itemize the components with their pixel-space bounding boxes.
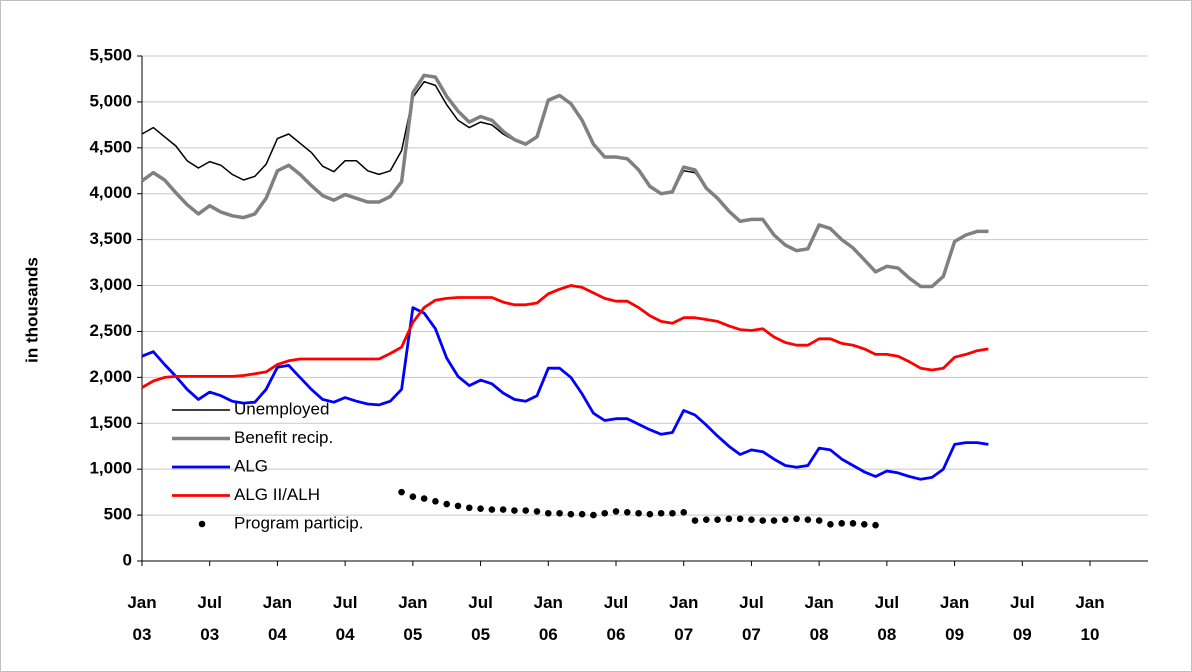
data-point [781,516,789,523]
y-tick-label: 2,000 [89,367,132,386]
data-point [759,517,767,524]
series-line [140,73,989,289]
x-tick-label: Jan 08 [804,593,833,644]
data-point [567,510,575,518]
x-tick-label: Jan 07 [669,593,698,644]
data-point [443,500,451,508]
data-point [578,510,586,518]
legend-marker [198,520,206,528]
data-point [601,509,609,517]
data-point [533,508,541,515]
y-tick-label: 4,000 [89,183,132,202]
y-tick-label: 4,500 [89,137,132,156]
legend-label: Program particip. [234,513,363,532]
series-line [141,284,989,389]
data-point [714,516,721,523]
data-point [454,502,462,510]
data-point [669,509,676,517]
y-tick-label: 0 [123,550,132,569]
y-tick-label: 1,500 [89,413,132,432]
data-point [838,520,846,527]
data-point [432,498,439,505]
legend-label: Unemployed [234,399,329,418]
legend-label: ALG [234,456,268,475]
x-tick-label: Jul 05 [468,593,493,644]
x-tick-label: Jul 06 [604,593,629,644]
y-tick-label: 3,500 [89,229,132,248]
data-point [499,506,507,513]
y-tick-label: 1,000 [89,459,132,478]
y-tick-label: 3,000 [89,275,132,294]
data-point [793,515,800,523]
data-point [511,507,518,514]
x-tick-label: Jan 03 [127,593,156,644]
data-point [680,509,688,516]
data-point [635,509,642,517]
data-point [409,493,417,501]
data-point [748,516,755,523]
legend-label: ALG II/ALH [234,485,320,504]
y-tick-label: 5,500 [89,45,132,64]
data-point [477,505,484,512]
data-point [860,520,868,528]
data-point [420,495,428,502]
data-point [725,515,733,523]
data-point [804,516,812,523]
x-tick-label: Jul 08 [875,593,900,644]
data-point [612,508,620,515]
data-point [872,521,879,529]
x-tick-label: Jul 09 [1010,593,1035,644]
y-tick-label: 5,000 [89,91,132,110]
y-axis-title: in thousands [22,257,41,363]
data-point [646,510,654,518]
x-tick-label: Jan 06 [534,593,563,644]
data-point [702,516,710,523]
x-tick-label: Jul 04 [333,593,358,644]
data-point [815,517,823,524]
legend-label: Benefit recip. [234,428,333,447]
data-point [556,509,563,517]
data-point [770,517,778,524]
x-tick-label: Jul 03 [197,593,222,644]
data-point [691,517,699,524]
x-tick-label: Jan 05 [398,593,427,644]
data-point [465,504,473,512]
series-line [141,306,989,481]
y-tick-label: 2,500 [89,321,132,340]
data-point [623,509,631,516]
x-tick-label: Jan 10 [1075,593,1104,644]
data-point [522,507,530,514]
x-tick-label: Jan 04 [263,593,292,644]
data-point [398,488,405,496]
data-point [827,520,834,528]
data-point [544,509,552,517]
data-point [657,509,665,517]
x-tick-label: Jul 07 [739,593,764,644]
y-tick-label: 500 [104,505,132,524]
data-point [736,515,744,523]
data-point [849,520,857,527]
data-point [590,511,597,519]
x-tick-label: Jan 09 [940,593,969,644]
data-point [488,506,496,513]
